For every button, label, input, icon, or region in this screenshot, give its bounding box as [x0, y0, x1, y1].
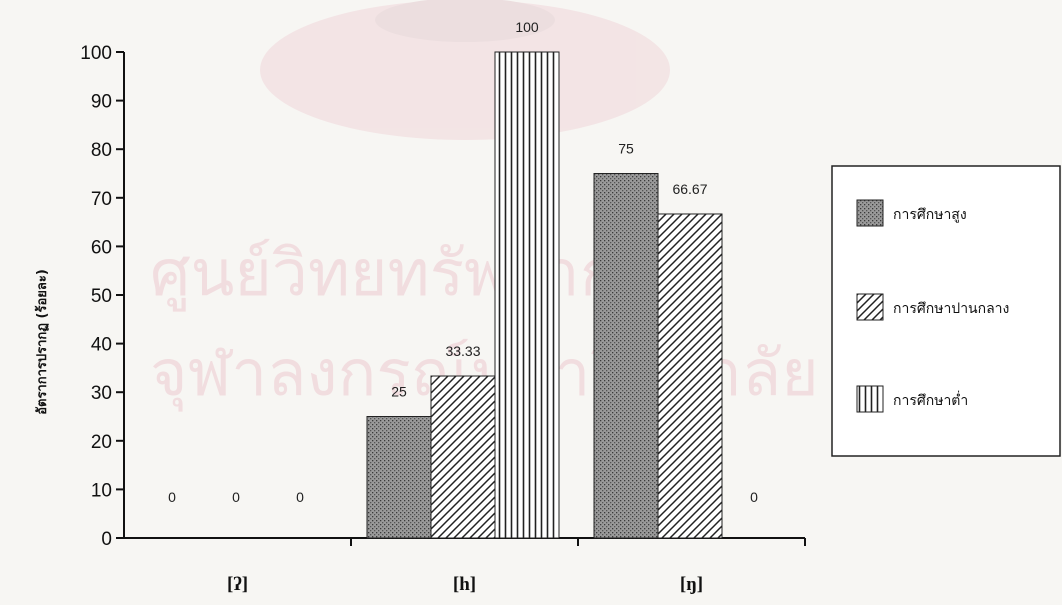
y-tick-label: 90	[91, 92, 112, 113]
watermark-line-1: ศูนย์วิทยทรัพยากร	[150, 237, 653, 312]
y-tick-label: 100	[80, 43, 112, 64]
x-category-label: [h]	[453, 574, 476, 595]
data-label: 33.33	[445, 343, 480, 359]
bar	[366, 416, 432, 539]
y-tick-label: 70	[91, 189, 112, 210]
data-label: 0	[296, 489, 304, 505]
y-tick-label: 20	[91, 432, 112, 453]
data-label: 0	[168, 489, 176, 505]
data-label: 25	[391, 384, 407, 400]
y-tick-label: 80	[91, 140, 112, 161]
legend-swatch-high	[856, 199, 884, 227]
y-tick-label: 40	[91, 335, 112, 356]
seal-watermark	[260, 0, 670, 140]
x-category-label: [ŋ]	[680, 574, 703, 595]
plot-area: 0 10 20 30 40 50 60 70 80 90 100 0 0 0 [ʔ] 25 33.33 100 [h…	[80, 19, 806, 595]
y-tick-label: 60	[91, 237, 112, 258]
legend-label-mid: การศึกษาปานกลาง	[893, 301, 1009, 317]
legend-swatch-low	[856, 385, 884, 413]
bar	[494, 51, 560, 539]
data-label: 66.67	[672, 181, 707, 197]
data-label: 100	[515, 19, 539, 35]
x-category-label: [ʔ]	[227, 574, 248, 595]
bar	[657, 213, 723, 539]
legend-label-high: การศึกษาสูง	[893, 207, 967, 223]
data-label: 0	[232, 489, 240, 505]
y-axis-label: อัตราการปรากฏ (ร้อยละ)	[34, 269, 50, 415]
legend-label-low: การศึกษาต่ำ	[893, 391, 968, 409]
legend: การศึกษาสูง การศึกษาปานกลาง การศึกษาต่ำ	[831, 165, 1061, 457]
bar	[593, 173, 659, 539]
y-tick-label: 0	[101, 529, 112, 550]
data-label: 0	[750, 489, 758, 505]
y-tick-label: 50	[91, 286, 112, 307]
data-label: 75	[618, 141, 634, 157]
y-tick-label: 30	[91, 383, 112, 404]
y-tick-label: 10	[91, 480, 112, 501]
legend-swatch-mid	[856, 293, 884, 321]
bar	[430, 375, 496, 539]
